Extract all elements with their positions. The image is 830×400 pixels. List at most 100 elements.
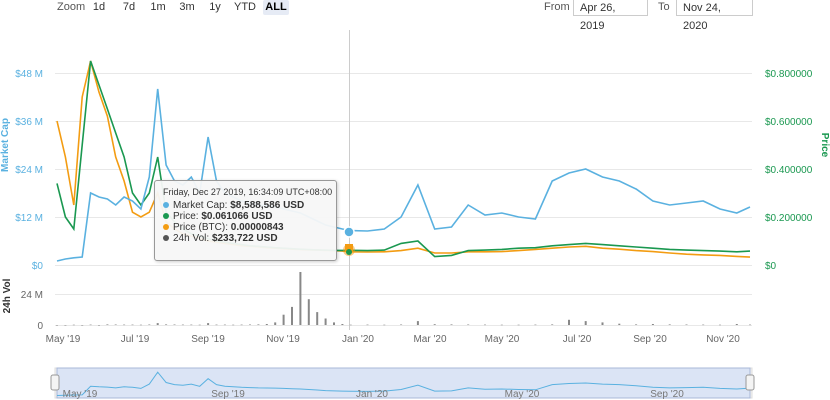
volume-bar bbox=[56, 325, 58, 326]
y-left-tick: $36 M bbox=[15, 117, 43, 128]
volume-bar bbox=[551, 324, 554, 325]
volume-bar bbox=[500, 324, 503, 326]
y-left-tick: $48 M bbox=[15, 69, 43, 80]
volume-bar bbox=[584, 321, 587, 325]
navigator-tick: May '20 bbox=[505, 389, 540, 400]
volume-bar bbox=[635, 324, 638, 325]
volume-bar bbox=[81, 325, 84, 326]
volume-bar bbox=[291, 306, 293, 325]
zoom-label: Zoom bbox=[57, 1, 86, 13]
volume-bar bbox=[131, 324, 134, 326]
navigator-selection[interactable] bbox=[56, 367, 751, 399]
zoom-7d-button[interactable]: 7d bbox=[122, 1, 136, 13]
navigator-handle-left[interactable] bbox=[50, 374, 60, 391]
volume-bar bbox=[735, 324, 738, 325]
volume-bar bbox=[568, 319, 570, 325]
navigator-line bbox=[56, 371, 751, 396]
volume-bar bbox=[299, 272, 302, 325]
zoom-1y-button[interactable]: 1y bbox=[209, 1, 221, 13]
navigator-tick: Jan '20 bbox=[356, 389, 388, 400]
y-right-tick: $0.800000 bbox=[765, 69, 813, 80]
volume-bar bbox=[282, 314, 285, 325]
volume-bar bbox=[651, 324, 654, 325]
volume-bar bbox=[685, 324, 688, 325]
volume-bar bbox=[341, 324, 344, 325]
volume-tick: 24 M bbox=[21, 290, 43, 301]
volume-bar bbox=[534, 324, 537, 326]
zoom-1d-button[interactable]: 1d bbox=[92, 1, 106, 13]
x-tick: May '20 bbox=[485, 334, 520, 345]
market-cap-marker bbox=[343, 226, 355, 238]
y-right-tick: $0.600000 bbox=[765, 117, 813, 128]
volume-bar bbox=[123, 324, 126, 326]
volume-bar bbox=[450, 324, 453, 325]
tooltip-row-price: Price: $0.061066 USD bbox=[163, 211, 328, 222]
volume-dot-icon bbox=[163, 235, 169, 242]
tooltip-row-price-btc: Price (BTC): 0.00000843 bbox=[163, 222, 328, 233]
volume-tick: 0 bbox=[37, 321, 43, 332]
navigator-handle-right[interactable] bbox=[745, 374, 755, 391]
volume-bars bbox=[56, 272, 751, 326]
volume-bar bbox=[190, 324, 193, 326]
market-cap-dot-icon bbox=[163, 202, 169, 209]
volume-bar bbox=[207, 323, 210, 325]
volume-bar bbox=[114, 324, 117, 325]
navigator-tick: Sep '19 bbox=[211, 389, 245, 400]
tooltip-row-volume: 24h Vol: $233,722 USD bbox=[163, 233, 328, 244]
zoom-all-button[interactable]: ALL bbox=[263, 0, 289, 15]
x-tick: Jul '20 bbox=[563, 334, 592, 345]
y-right-tick: $0 bbox=[765, 261, 777, 272]
volume-bar bbox=[274, 322, 277, 325]
tooltip-date: Friday, Dec 27 2019, 16:34:09 UTC+08:00 bbox=[163, 187, 333, 197]
y-right-title: Price bbox=[819, 133, 830, 158]
to-date-input[interactable]: Nov 24, 2020 bbox=[676, 0, 753, 32]
volume-bar bbox=[416, 321, 419, 325]
from-date-input[interactable]: Apr 26, 2019 bbox=[573, 0, 648, 32]
volume-bar bbox=[400, 324, 403, 325]
volume-bar bbox=[601, 322, 604, 325]
volume-bar bbox=[173, 324, 176, 325]
price-dot-icon bbox=[163, 213, 169, 220]
zoom-ytd-button[interactable]: YTD bbox=[234, 1, 256, 13]
tooltip-value: 0.00000843 bbox=[230, 222, 284, 233]
x-tick: Jul '19 bbox=[121, 334, 150, 345]
volume-bar bbox=[265, 324, 268, 325]
toolbar: Zoom 1d 7d 1m 3m 1y YTD ALL From Apr 26,… bbox=[0, 0, 830, 32]
volume-bar bbox=[668, 324, 671, 325]
to-label: To bbox=[658, 1, 670, 13]
volume-bar bbox=[89, 324, 92, 326]
volume-bar bbox=[749, 324, 751, 326]
tooltip-value: $0.061066 USD bbox=[201, 211, 273, 222]
y-left-title: Market Cap bbox=[0, 118, 11, 172]
volume-bar bbox=[198, 324, 201, 326]
x-tick: Nov '19 bbox=[266, 334, 300, 345]
tooltip-value: $8,588,586 USD bbox=[230, 200, 305, 211]
volume-bar bbox=[316, 312, 319, 325]
volume-bar bbox=[324, 318, 327, 325]
volume-bar bbox=[106, 324, 109, 325]
volume-bar bbox=[223, 324, 226, 326]
volume-bar bbox=[98, 325, 100, 326]
price-btc-dot-icon bbox=[163, 224, 169, 231]
price-marker bbox=[346, 249, 352, 255]
price-btc-marker bbox=[345, 244, 353, 252]
zoom-3m-button[interactable]: 3m bbox=[179, 1, 195, 13]
volume-bar bbox=[249, 324, 251, 325]
x-tick: Sep '19 bbox=[191, 334, 225, 345]
x-tick: Sep '20 bbox=[633, 334, 667, 345]
zoom-1m-button[interactable]: 1m bbox=[150, 1, 166, 13]
tooltip-value: $233,722 USD bbox=[211, 233, 278, 244]
volume-bar bbox=[240, 324, 243, 326]
volume-bar bbox=[517, 324, 520, 326]
volume-bar bbox=[156, 323, 159, 325]
volume-bar bbox=[232, 324, 235, 326]
volume-bar bbox=[307, 299, 310, 325]
chart-tooltip: Friday, Dec 27 2019, 16:34:09 UTC+08:00 … bbox=[154, 180, 337, 261]
x-tick: May '19 bbox=[46, 334, 81, 345]
tooltip-label: Price (BTC): bbox=[173, 222, 228, 233]
y-left-tick: $24 M bbox=[15, 165, 43, 176]
tooltip-label: Price: bbox=[173, 211, 199, 222]
tooltip-row-market-cap: Market Cap: $8,588,586 USD bbox=[163, 200, 328, 211]
volume-bar bbox=[72, 324, 75, 326]
